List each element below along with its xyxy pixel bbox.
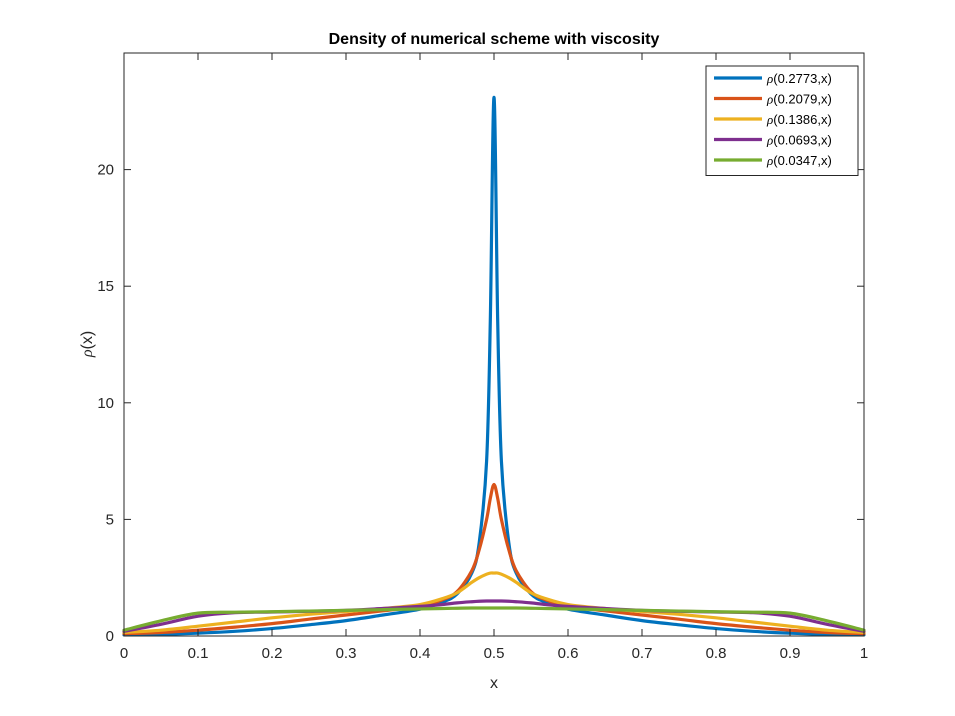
y-tick-label: 5	[106, 511, 114, 528]
legend-label-3: ρ(0.1386,x)	[766, 112, 832, 127]
legend-label-symbol: ρ	[766, 112, 773, 127]
series-line-3	[122, 571, 866, 635]
y-axis-label: ρ(x)	[79, 331, 96, 358]
legend-label-symbol: ρ	[766, 153, 773, 168]
x-tick-label: 0.6	[558, 645, 579, 662]
legend-label-rest: (0.0347,x)	[773, 153, 832, 168]
legend-label-rest: (0.2079,x)	[773, 92, 832, 107]
x-tick-label: 0.5	[484, 645, 505, 662]
legend-label-2: ρ(0.2079,x)	[766, 92, 832, 107]
legend-label-rest: (0.2773,x)	[773, 71, 832, 86]
x-tick-label: 0.2	[262, 645, 283, 662]
y-tick-label: 10	[97, 395, 114, 412]
series-layer	[122, 95, 866, 637]
legend[interactable]: ρ(0.2773,x)ρ(0.2079,x)ρ(0.1386,x)ρ(0.069…	[705, 65, 859, 176]
y-tick-label: 15	[97, 278, 114, 295]
x-axis-label: x	[490, 675, 498, 692]
x-tick-label: 0	[120, 645, 128, 662]
plot-frame	[123, 52, 865, 637]
x-tick-label: 1	[860, 645, 868, 662]
series-line-2	[122, 482, 866, 636]
legend-label-4: ρ(0.0693,x)	[766, 133, 832, 148]
legend-box	[705, 65, 859, 176]
legend-label-rest: (0.0693,x)	[773, 133, 832, 148]
x-tick-label: 0.4	[410, 645, 431, 662]
legend-label-symbol: ρ	[766, 92, 773, 107]
y-tick-label: 20	[97, 162, 114, 179]
series-line-1	[122, 95, 866, 637]
x-tick-label: 0.3	[336, 645, 357, 662]
legend-label-rest: (0.1386,x)	[773, 112, 832, 127]
series-line-5	[122, 606, 866, 632]
legend-label-5: ρ(0.0347,x)	[766, 153, 832, 168]
legend-label-1: ρ(0.2773,x)	[766, 71, 832, 86]
x-tick-label: 0.7	[632, 645, 653, 662]
x-tick-label: 0.9	[780, 645, 801, 662]
x-tick-label: 0.1	[188, 645, 209, 662]
chart-title: Density of numerical scheme with viscosi…	[329, 31, 660, 48]
legend-label-symbol: ρ	[766, 133, 773, 148]
y-tick-label: 0	[106, 628, 114, 645]
legend-label-symbol: ρ	[766, 71, 773, 86]
x-tick-label: 0.8	[706, 645, 727, 662]
y-axis-label-rest: (x)	[79, 331, 96, 350]
y-axis-label-symbol: ρ	[79, 349, 96, 358]
